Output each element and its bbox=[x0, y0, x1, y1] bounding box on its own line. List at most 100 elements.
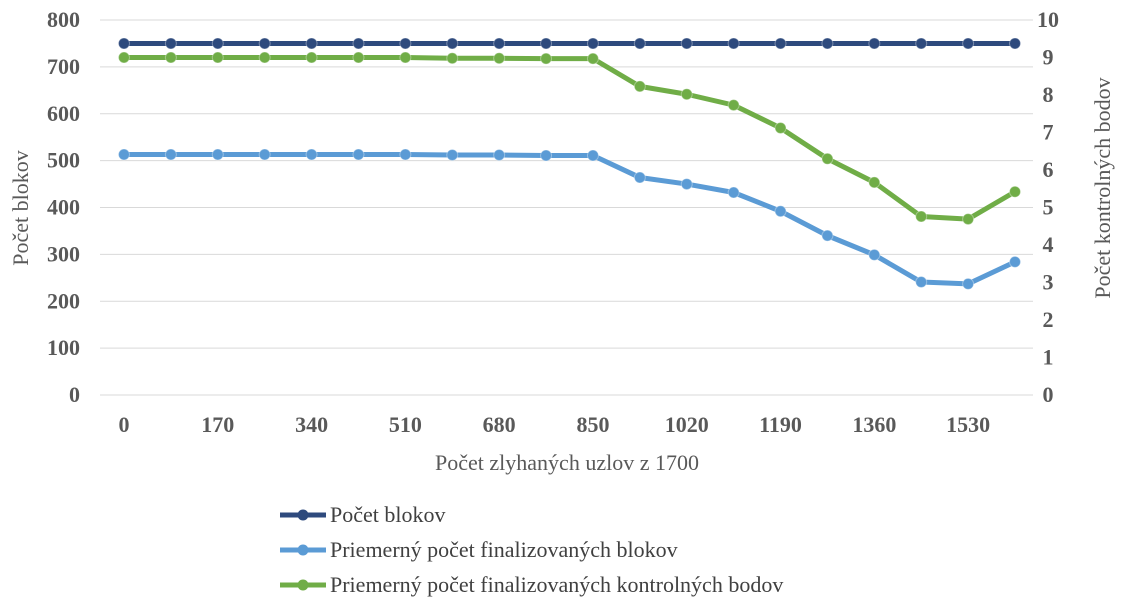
y2-tick-label: 1 bbox=[1043, 345, 1054, 370]
data-point bbox=[633, 80, 646, 93]
legend-swatch-marker bbox=[297, 544, 309, 556]
legend-label: Priemerný počet finalizovaných kontrolný… bbox=[330, 572, 783, 597]
y2-axis-ticks: 0 1 2 3 4 5 6 7 8 9 10 bbox=[1037, 7, 1059, 407]
data-point bbox=[633, 37, 646, 50]
x-tick-label: 0 bbox=[119, 412, 130, 437]
data-point bbox=[1009, 37, 1021, 50]
data-point bbox=[821, 152, 834, 165]
data-point bbox=[680, 37, 693, 50]
data-point bbox=[493, 37, 506, 50]
data-point bbox=[962, 213, 975, 226]
data-point bbox=[493, 149, 506, 161]
y2-tick-label: 2 bbox=[1043, 307, 1054, 332]
series-2 bbox=[118, 148, 1021, 290]
data-point bbox=[915, 276, 928, 289]
data-point bbox=[493, 52, 506, 65]
x-tick-label: 1020 bbox=[665, 412, 709, 437]
legend: Počet blokov Priemerný počet finalizovaný… bbox=[280, 502, 783, 597]
y-axis-title: Počet blokov bbox=[8, 150, 33, 266]
data-point bbox=[352, 37, 365, 50]
data-point bbox=[540, 37, 553, 50]
data-point bbox=[727, 186, 740, 199]
x-tick-label: 850 bbox=[576, 412, 609, 437]
series-3 bbox=[118, 51, 1021, 226]
data-point bbox=[258, 37, 271, 50]
y2-axis-title: Počet kontrolných bodov bbox=[1090, 77, 1115, 298]
legend-label: Počet blokov bbox=[330, 502, 446, 527]
data-point bbox=[868, 248, 881, 261]
y2-tick-label: 8 bbox=[1043, 82, 1054, 107]
data-point bbox=[821, 37, 834, 50]
data-point bbox=[399, 148, 412, 161]
data-point bbox=[633, 171, 646, 184]
data-point bbox=[118, 51, 130, 64]
data-point bbox=[446, 52, 459, 65]
data-point bbox=[962, 37, 975, 50]
x-tick-label: 340 bbox=[295, 412, 328, 437]
x-tick-label: 1530 bbox=[946, 412, 990, 437]
data-point bbox=[118, 37, 130, 50]
series-line bbox=[121, 55, 1018, 222]
data-point bbox=[1009, 185, 1021, 198]
legend-swatch-marker bbox=[297, 579, 309, 591]
data-point bbox=[680, 178, 693, 191]
data-point bbox=[962, 277, 975, 290]
data-point bbox=[352, 51, 365, 64]
y-tick-label: 100 bbox=[47, 335, 80, 360]
data-point bbox=[399, 37, 412, 50]
data-point bbox=[868, 176, 881, 189]
series-lines bbox=[118, 37, 1021, 290]
x-tick-label: 510 bbox=[389, 412, 422, 437]
data-point bbox=[915, 37, 928, 50]
data-point bbox=[915, 210, 928, 223]
data-point bbox=[352, 148, 365, 161]
data-point bbox=[868, 37, 881, 50]
legend-swatch-marker bbox=[297, 509, 309, 521]
y2-tick-label: 3 bbox=[1043, 270, 1054, 295]
data-point bbox=[540, 52, 553, 65]
legend-item: Priemerný počet finalizovaných kontrolný… bbox=[280, 572, 783, 597]
x-axis-title: Počet zlyhaných uzlov z 1700 bbox=[435, 450, 699, 475]
x-tick-label: 680 bbox=[483, 412, 516, 437]
data-point bbox=[211, 51, 224, 64]
data-point bbox=[164, 37, 177, 50]
data-point bbox=[446, 149, 459, 161]
data-point bbox=[680, 88, 693, 101]
y-tick-label: 400 bbox=[47, 195, 80, 220]
y2-tick-label: 10 bbox=[1037, 7, 1059, 32]
data-point bbox=[821, 229, 834, 242]
series-1 bbox=[118, 37, 1021, 50]
y-tick-label: 800 bbox=[47, 7, 80, 32]
data-point bbox=[305, 148, 318, 161]
legend-label: Priemerný počet finalizovaných blokov bbox=[330, 537, 678, 562]
gridlines bbox=[100, 19, 1033, 396]
data-point bbox=[399, 51, 412, 64]
x-axis-ticks: 0 170 340 510 680 850 1020 1190 1360 1530 bbox=[119, 412, 991, 437]
y-tick-label: 200 bbox=[47, 288, 80, 313]
x-tick-label: 1190 bbox=[759, 412, 802, 437]
y-tick-label: 500 bbox=[47, 148, 80, 173]
y2-tick-label: 9 bbox=[1043, 45, 1054, 70]
data-point bbox=[164, 148, 177, 161]
data-point bbox=[305, 51, 318, 64]
y-axis-ticks: 0 100 200 300 400 500 600 700 800 bbox=[47, 7, 80, 407]
y-tick-label: 600 bbox=[47, 101, 80, 126]
data-point bbox=[211, 37, 224, 50]
data-point bbox=[118, 148, 130, 161]
data-point bbox=[164, 51, 177, 64]
data-point bbox=[540, 149, 553, 162]
data-point bbox=[727, 99, 740, 112]
data-point bbox=[774, 122, 787, 134]
legend-item: Priemerný počet finalizovaných blokov bbox=[280, 537, 678, 562]
data-point bbox=[586, 52, 599, 65]
series-line bbox=[121, 152, 1018, 287]
x-tick-label: 170 bbox=[201, 412, 234, 437]
y2-tick-label: 0 bbox=[1043, 382, 1054, 407]
data-point bbox=[305, 37, 318, 50]
legend-item: Počet blokov bbox=[280, 502, 446, 527]
data-point bbox=[211, 148, 224, 161]
y2-tick-label: 5 bbox=[1043, 195, 1054, 220]
data-point bbox=[586, 37, 599, 50]
